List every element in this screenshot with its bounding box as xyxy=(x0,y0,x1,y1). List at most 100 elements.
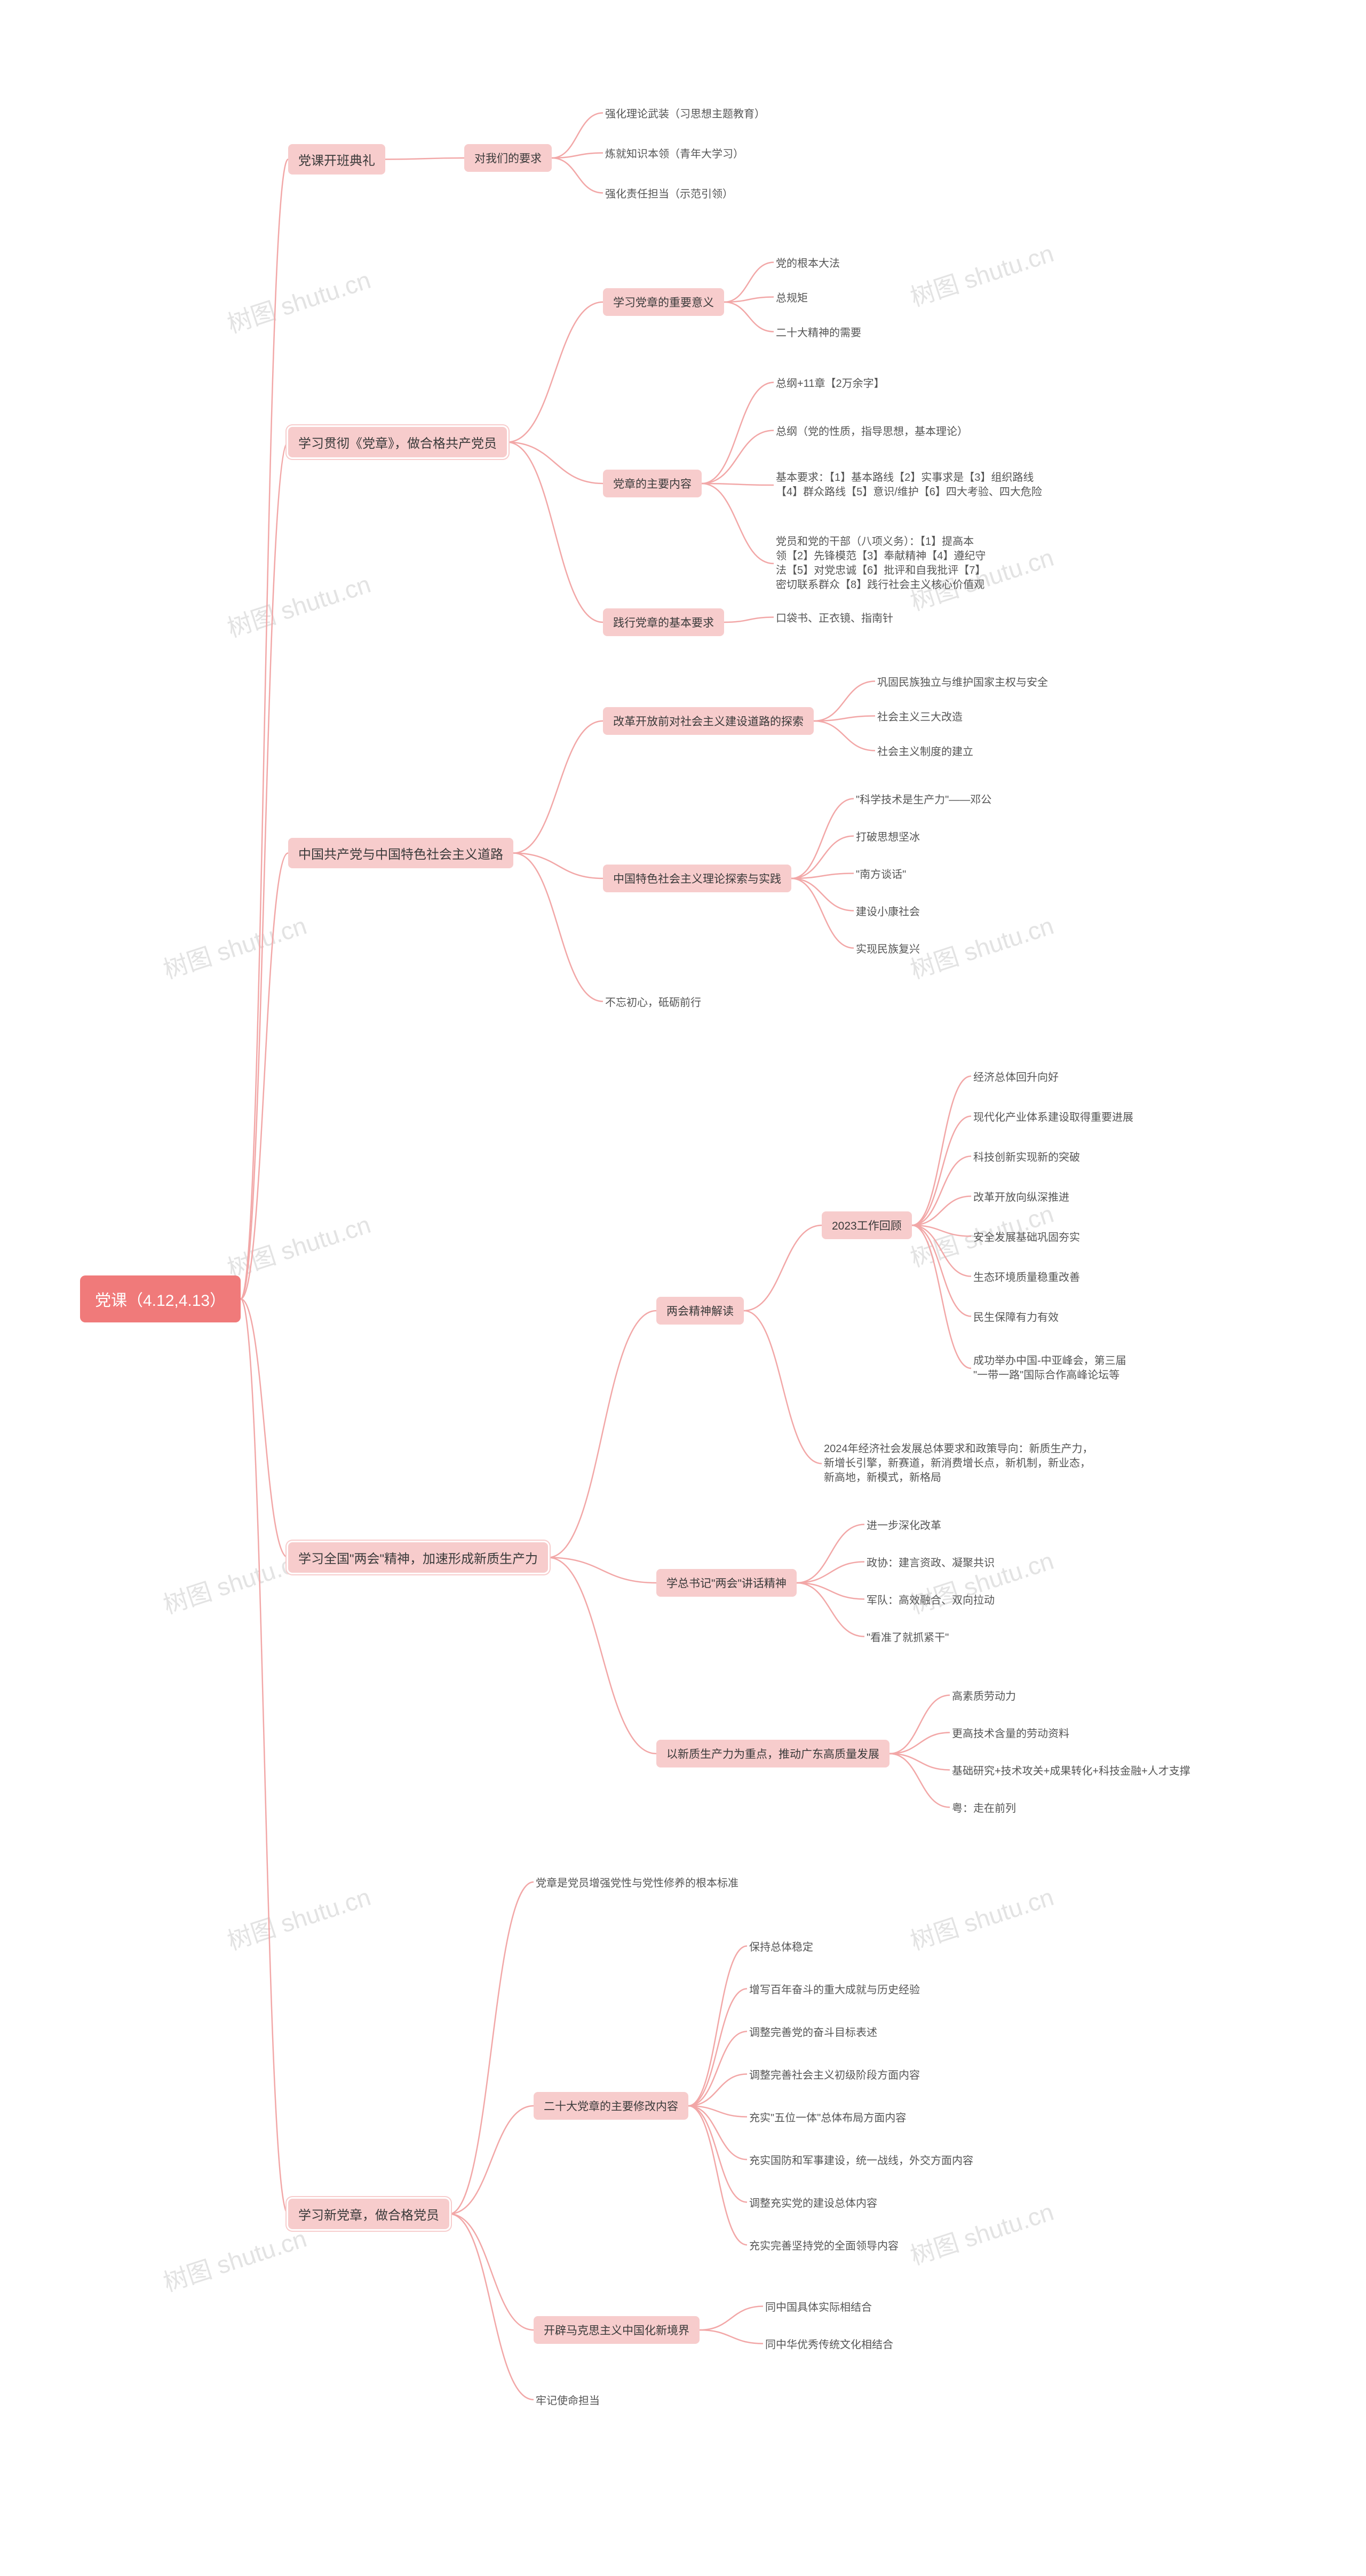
edge xyxy=(797,1562,864,1583)
edge xyxy=(513,721,603,853)
edge xyxy=(791,878,854,911)
leaf-node: 经济总体回升向好 xyxy=(971,1067,1061,1085)
leaf-node: 调整完善社会主义初级阶段方面内容 xyxy=(747,2065,922,2083)
leaf-node: 调整完善党的奋斗目标表述 xyxy=(747,2023,879,2040)
branch-node[interactable]: 党课开班典礼 xyxy=(288,144,385,175)
edge xyxy=(449,2106,534,2214)
edge xyxy=(688,1989,747,2106)
branch-node[interactable]: 学习贯彻《党章》，做合格共产党员 xyxy=(288,427,507,457)
edge xyxy=(513,853,603,1002)
leaf-node: 生态环境质量稳重改善 xyxy=(971,1267,1082,1285)
edge xyxy=(724,297,774,303)
leaf-node: 二十大精神的需要 xyxy=(774,323,863,340)
leaf-node: "看准了就抓紧干" xyxy=(864,1628,951,1645)
branch-node[interactable]: 学习全国"两会"精神，加速形成新质生产力 xyxy=(288,1542,548,1573)
edge xyxy=(702,431,774,484)
leaf-node: 同中国具体实际相结合 xyxy=(763,2297,874,2315)
branch-node[interactable]: 开辟马克思主义中国化新境界 xyxy=(534,2316,700,2344)
edge xyxy=(241,853,288,1299)
leaf-node: 增写百年奋斗的重大成就与历史经验 xyxy=(747,1980,922,1998)
edge xyxy=(507,442,603,623)
edge xyxy=(548,1558,656,1583)
edge xyxy=(890,1733,950,1754)
leaf-node: 不忘初心，砥砺前行 xyxy=(603,993,703,1010)
leaf-node: 更高技术含量的劳动资料 xyxy=(950,1724,1071,1741)
branch-node[interactable]: 以新质生产力为重点，推动广东高质量发展 xyxy=(656,1740,890,1767)
branch-node[interactable]: 改革开放前对社会主义建设道路的探索 xyxy=(603,707,814,735)
leaf-node: 调整充实党的建设总体内容 xyxy=(747,2193,879,2211)
branch-node[interactable]: 两会精神解读 xyxy=(656,1297,744,1325)
edge xyxy=(552,113,603,158)
edge xyxy=(449,2214,534,2331)
branch-node[interactable]: 中国共产党与中国特色社会主义道路 xyxy=(288,838,513,868)
edge xyxy=(700,2306,763,2331)
leaf-node: 科技创新实现新的突破 xyxy=(971,1147,1082,1165)
edge xyxy=(744,1311,822,1464)
edge xyxy=(688,2106,747,2245)
branch-node[interactable]: 学习党章的重要意义 xyxy=(603,288,724,316)
leaf-node: 口袋书、正衣镜、指南针 xyxy=(774,608,895,626)
branch-node[interactable]: 2023工作回顾 xyxy=(822,1211,912,1239)
edge xyxy=(791,836,854,879)
edge xyxy=(702,484,774,564)
leaf-node: 总纲+11章【2万余字】 xyxy=(774,374,887,391)
edge xyxy=(385,158,464,160)
leaf-node: 总纲（党的性质，指导思想，基本理论） xyxy=(774,422,970,439)
leaf-node: 党的根本大法 xyxy=(774,253,842,271)
leaf-node: 基础研究+技术攻关+成果转化+科技金融+人才支撑 xyxy=(950,1761,1193,1779)
edge xyxy=(912,1225,971,1368)
branch-node[interactable]: 学总书记"两会"讲话精神 xyxy=(656,1569,797,1597)
edge xyxy=(912,1225,971,1277)
leaf-node: 现代化产业体系建设取得重要进展 xyxy=(971,1107,1135,1125)
branch-node[interactable]: 学习新党章，做合格党员 xyxy=(288,2199,449,2229)
edge xyxy=(241,160,288,1299)
leaf-node: 实现民族复兴 xyxy=(854,939,922,957)
edge xyxy=(507,302,603,442)
leaf-node: 社会主义制度的建立 xyxy=(875,742,975,759)
edge xyxy=(688,2106,747,2202)
root-node[interactable]: 党课（4.12,4.13） xyxy=(80,1275,241,1322)
edge xyxy=(241,1299,288,2214)
leaf-node: 军队：高效融合、双向拉动 xyxy=(864,1590,997,1608)
edge xyxy=(548,1311,656,1558)
edge xyxy=(688,2032,747,2106)
edge xyxy=(449,1882,534,2214)
edge xyxy=(890,1695,950,1754)
branch-node[interactable]: 对我们的要求 xyxy=(464,144,552,172)
edge xyxy=(791,878,854,948)
leaf-node: 巩固民族独立与维护国家主权与安全 xyxy=(875,672,1050,690)
branch-node[interactable]: 中国特色社会主义理论探索与实践 xyxy=(603,865,791,892)
leaf-node: 党章是党员增强党性与党性修养的根本标准 xyxy=(534,1873,741,1891)
edge xyxy=(513,853,603,879)
leaf-node: 粤：走在前列 xyxy=(950,1798,1018,1816)
leaf-node: 强化理论武装（习思想主题教育） xyxy=(603,104,767,122)
leaf-node: 安全发展基础巩固夯实 xyxy=(971,1227,1082,1245)
edge xyxy=(814,681,875,722)
edge xyxy=(552,158,603,193)
leaf-node: 牢记使命担当 xyxy=(534,2391,602,2408)
edge xyxy=(791,799,854,879)
branch-node[interactable]: 党章的主要内容 xyxy=(603,470,702,497)
leaf-node: 充实完善坚持党的全面领导内容 xyxy=(747,2236,901,2254)
edge xyxy=(744,1225,822,1311)
leaf-node: 党员和党的干部（八项义务）：【1】提高本领【2】先锋模范【3】奉献精神【4】遵纪… xyxy=(774,534,1083,593)
leaf-node: 打破思想坚冰 xyxy=(854,827,922,845)
edge xyxy=(912,1116,971,1226)
edge xyxy=(449,2214,534,2400)
edge xyxy=(912,1156,971,1226)
leaf-node: 总规矩 xyxy=(774,288,810,306)
edge xyxy=(724,263,774,303)
branch-node[interactable]: 践行党章的基本要求 xyxy=(603,608,724,636)
edge xyxy=(552,153,603,158)
leaf-node: "南方谈话" xyxy=(854,865,908,882)
leaf-node: 进一步深化改革 xyxy=(864,1516,943,1533)
leaf-node: 建设小康社会 xyxy=(854,902,922,920)
leaf-node: 炼就知识本领（青年大学习） xyxy=(603,144,746,162)
leaf-node: 成功举办中国-中亚峰会，第三届"一带一路"国际合作高峰论坛等 xyxy=(971,1353,1201,1384)
leaf-node: 强化责任担当（示范引领） xyxy=(603,184,735,202)
edge xyxy=(241,1299,288,1558)
branch-node[interactable]: 二十大党章的主要修改内容 xyxy=(534,2092,688,2120)
leaf-node: 2024年经济社会发展总体要求和政策导向：新质生产力，新增长引擎，新赛道，新消费… xyxy=(822,1441,1185,1486)
leaf-node: 改革开放向纵深推进 xyxy=(971,1187,1071,1205)
leaf-node: "科学技术是生产力"——邓公 xyxy=(854,790,994,807)
